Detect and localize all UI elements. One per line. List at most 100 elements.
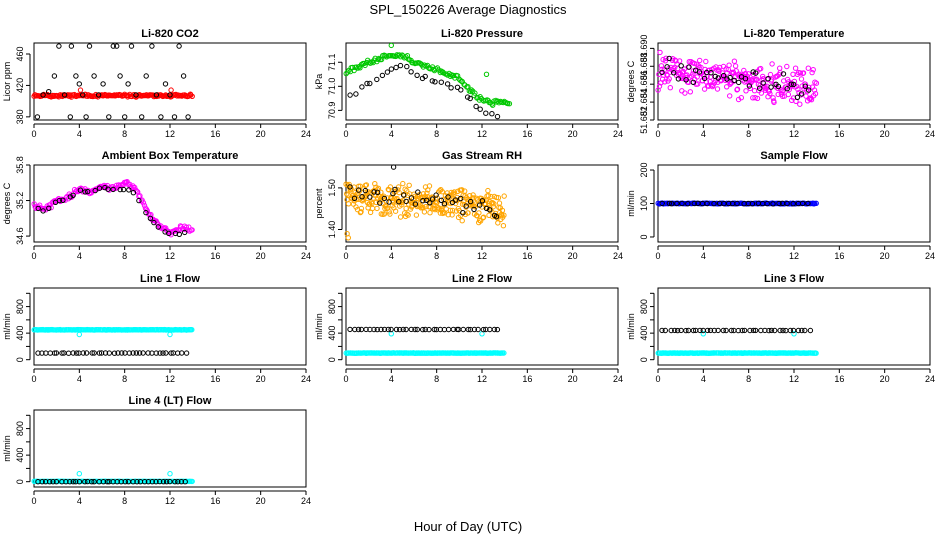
data-point <box>162 81 169 87</box>
data-point <box>46 205 52 212</box>
data-point <box>403 205 409 212</box>
data-point <box>734 86 741 92</box>
y-tick-label: 35.2 <box>15 192 25 210</box>
data-point <box>351 195 358 202</box>
data-point <box>445 194 451 200</box>
data-point <box>768 84 774 90</box>
x-tick-label: 24 <box>301 374 311 384</box>
data-point <box>180 73 187 79</box>
data-point <box>483 110 489 116</box>
data-point <box>358 205 365 212</box>
data-point <box>754 95 761 102</box>
series-averages <box>35 350 190 356</box>
data-point <box>445 212 451 218</box>
y-axis-label: kPa <box>314 74 324 90</box>
data-point <box>133 92 139 98</box>
x-tick-label: 0 <box>655 374 660 384</box>
panel-title: Line 1 Flow <box>140 273 200 285</box>
data-point <box>175 479 181 485</box>
data-point <box>766 327 772 334</box>
data-point <box>792 65 799 71</box>
data-point <box>149 479 156 485</box>
data-point <box>126 350 133 356</box>
data-point <box>467 198 474 205</box>
panel-title: Line 4 (LT) Flow <box>129 395 212 407</box>
data-point <box>674 200 680 207</box>
x-tick-label: 0 <box>343 374 348 384</box>
data-point <box>56 197 63 204</box>
data-point <box>663 55 669 61</box>
data-point <box>139 197 145 203</box>
data-point <box>777 327 783 334</box>
data-point <box>812 91 819 97</box>
data-point <box>783 327 789 334</box>
data-point <box>470 192 476 198</box>
data-point <box>787 327 794 334</box>
data-point <box>777 65 783 71</box>
data-point <box>432 79 438 85</box>
data-point <box>60 197 66 204</box>
data-point <box>98 350 105 356</box>
plot-frame <box>33 164 307 243</box>
x-tick-label: 20 <box>880 374 890 384</box>
data-point <box>772 327 778 334</box>
data-point <box>791 331 797 337</box>
data-point <box>493 214 500 220</box>
y-tick-label: 1.40 <box>327 221 337 239</box>
data-point <box>163 350 169 356</box>
data-point <box>697 327 703 334</box>
data-point <box>811 87 818 93</box>
data-point <box>674 327 681 334</box>
x-tick-label: 0 <box>343 251 348 261</box>
data-point <box>160 479 167 485</box>
data-point <box>397 214 404 220</box>
data-point <box>694 74 700 80</box>
y-tick-label: 0 <box>639 234 649 239</box>
x-tick-label: 24 <box>613 129 623 139</box>
data-point <box>724 76 730 82</box>
series-minute-values <box>343 180 507 241</box>
x-tick-label: 8 <box>434 251 439 261</box>
y-tick-label: 420 <box>15 78 25 93</box>
data-point <box>472 90 478 96</box>
data-point <box>813 80 820 86</box>
data-point <box>136 197 142 204</box>
data-point <box>393 326 400 333</box>
data-point <box>738 95 744 101</box>
data-point <box>173 227 179 233</box>
data-point <box>449 207 456 214</box>
data-point <box>734 200 740 207</box>
data-point <box>424 190 430 196</box>
data-point <box>406 182 412 189</box>
data-point <box>487 207 493 213</box>
data-point <box>767 71 774 78</box>
data-point <box>70 192 76 199</box>
data-point <box>48 204 54 211</box>
x-tick-label: 20 <box>568 374 578 384</box>
data-point <box>379 72 386 79</box>
data-point <box>696 69 703 75</box>
data-point <box>682 90 688 96</box>
data-point <box>458 87 464 93</box>
data-point <box>451 189 457 195</box>
data-point <box>382 205 388 212</box>
data-point <box>76 81 83 87</box>
data-point <box>182 229 188 236</box>
data-point <box>182 479 188 485</box>
data-point <box>715 75 721 81</box>
data-point <box>809 69 815 76</box>
data-point <box>475 326 481 333</box>
data-point <box>400 326 406 333</box>
data-point <box>790 327 797 334</box>
data-point <box>501 193 507 199</box>
data-point <box>404 187 410 194</box>
data-point <box>747 327 753 334</box>
y-axis-label: ml/min <box>626 313 636 340</box>
data-point <box>151 219 157 226</box>
data-point <box>56 43 62 49</box>
data-point <box>657 49 663 56</box>
x-tick-label: 12 <box>165 129 175 139</box>
data-point <box>100 81 106 87</box>
series-averages <box>35 478 188 485</box>
